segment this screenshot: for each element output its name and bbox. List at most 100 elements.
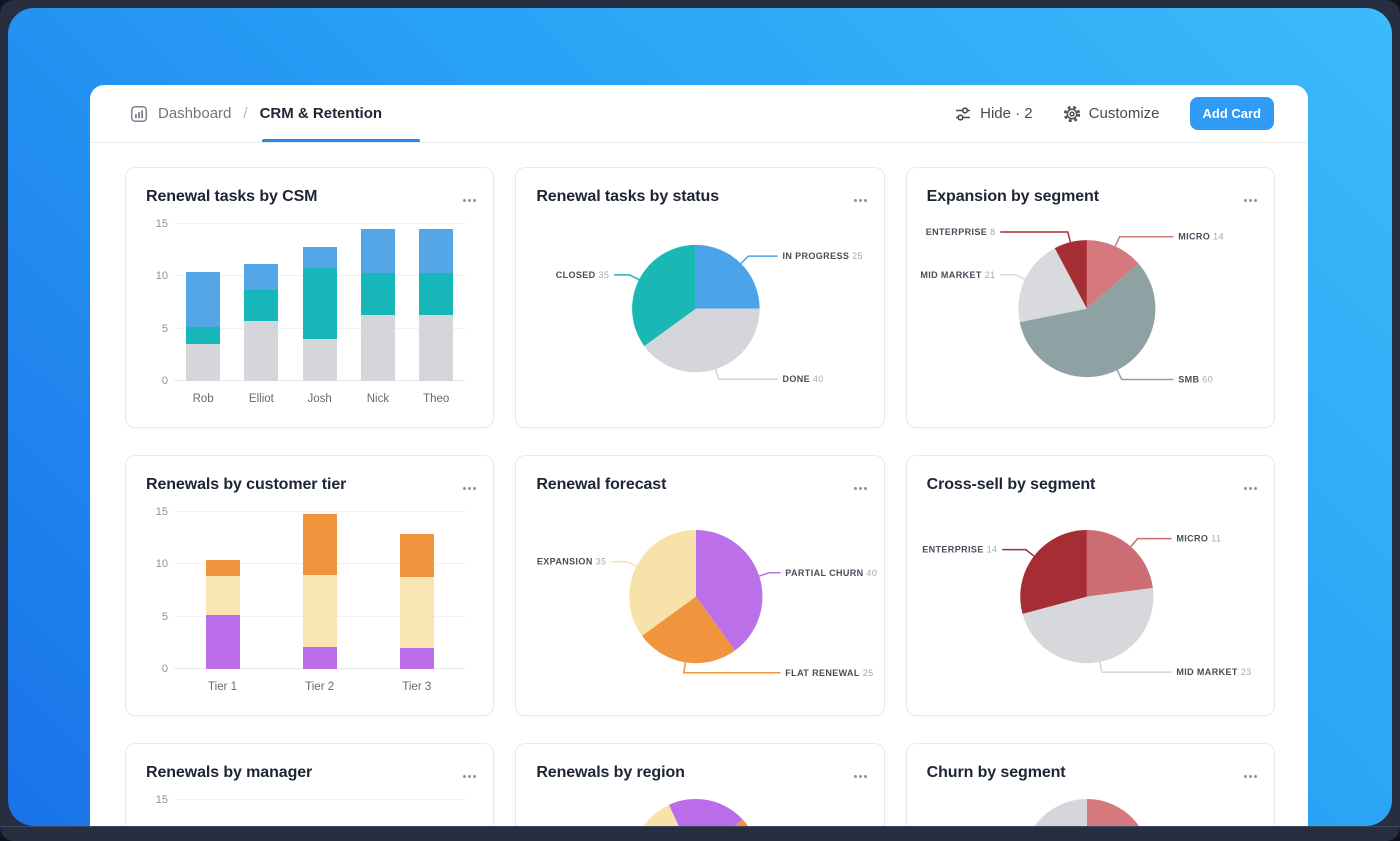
card-menu-button[interactable] [1247, 474, 1254, 497]
card-menu-button[interactable] [466, 474, 473, 497]
stacked-bar[interactable] [419, 224, 454, 381]
y-tick-label: 10 [155, 270, 168, 283]
bar-segment[interactable] [419, 273, 454, 316]
pie-slice[interactable] [629, 529, 697, 636]
pie-slice[interactable] [1086, 529, 1153, 597]
card-title: Renewal tasks by status [536, 188, 719, 205]
dashboard-card: Renewal tasks by status IN PROGRESS 25 DO… [515, 167, 885, 428]
pie-slice[interactable] [1022, 587, 1154, 664]
card-menu-button[interactable] [1247, 762, 1254, 785]
bar-segment[interactable] [205, 575, 240, 615]
x-tick-label: Tier 1 [208, 681, 238, 693]
bar-segment[interactable] [419, 315, 454, 381]
pie-label: PARTIAL CHURN 40 [786, 568, 878, 578]
bar-column: Theo [419, 224, 454, 405]
gridline: 15 [156, 506, 466, 518]
bar-segment[interactable] [244, 321, 279, 381]
bar-segment[interactable] [244, 289, 279, 322]
customize-button[interactable]: Customize [1063, 105, 1160, 123]
stacked-bar[interactable] [360, 224, 395, 381]
card-menu-button[interactable] [1247, 186, 1254, 209]
bar-segment[interactable] [302, 574, 337, 648]
pie-slice[interactable] [1023, 798, 1087, 826]
pie-slice[interactable] [1018, 248, 1087, 323]
stacked-bar[interactable] [399, 512, 434, 669]
breadcrumb: Dashboard / CRM & Retention [130, 105, 382, 123]
bar-segment[interactable] [205, 614, 240, 669]
bar-segment[interactable] [399, 576, 434, 649]
x-tick-label: Theo [423, 393, 450, 405]
pie-slice[interactable] [1086, 798, 1151, 826]
x-tick-label: Elliot [248, 393, 274, 405]
ellipsis-icon [468, 198, 472, 202]
bar-segment[interactable] [302, 647, 337, 669]
bar-segment[interactable] [399, 648, 434, 669]
bar-segment[interactable] [399, 534, 434, 577]
bar-segment[interactable] [360, 229, 395, 274]
pie-slice[interactable] [1054, 240, 1087, 309]
bar-segment[interactable] [302, 247, 337, 268]
pie-label-leader [740, 255, 779, 265]
stacked-bar[interactable] [302, 512, 337, 669]
ellipsis-icon [1249, 198, 1252, 202]
active-tab-underline [262, 139, 420, 142]
ellipsis-icon [1249, 486, 1252, 490]
bar-segment[interactable] [360, 273, 395, 316]
pie-slice[interactable] [696, 529, 763, 651]
chart-area: MICRO 14 SMB 60 MID MARKET 21 ENTERPRISE 8 [920, 210, 1254, 411]
dashboard-card: Churn by segment [905, 743, 1275, 826]
pie-slice[interactable] [632, 804, 739, 826]
stacked-bar[interactable] [302, 224, 337, 381]
chart-area: PARTIAL CHURN 40 FLAT RENEWAL 25 EXPANSION… [536, 498, 877, 699]
dashboard-window: Dashboard / CRM & Retention Hide · [90, 85, 1308, 826]
pie-label: FLAT RENEWAL 25 [786, 668, 874, 678]
bar-segment[interactable] [419, 229, 454, 274]
bar-segment[interactable] [186, 344, 221, 381]
dashboard-card: Expansion by segment MICRO 14 SMB 60 MID M… [905, 167, 1275, 428]
x-tick-label: Rob [192, 393, 214, 405]
pie-chart: PARTIAL CHURN 40 FLAT RENEWAL 25 EXPANSION… [537, 529, 877, 678]
hide-button[interactable]: Hide · 2 [954, 105, 1033, 123]
card-title: Renewals by manager [146, 764, 313, 781]
dashboard-icon [130, 105, 148, 123]
bar-segment[interactable] [186, 272, 221, 327]
card-menu-button[interactable] [466, 186, 473, 209]
bar-segment[interactable] [360, 315, 395, 381]
pie-slice[interactable] [696, 819, 760, 826]
card-menu-button[interactable] [857, 474, 864, 497]
bar-segment[interactable] [205, 560, 240, 576]
bar-segment[interactable] [186, 326, 221, 345]
bar-segment[interactable] [302, 514, 337, 575]
bar-column: Elliot [244, 224, 279, 405]
card-menu-button[interactable] [857, 186, 864, 209]
y-tick-label: 0 [161, 375, 168, 387]
breadcrumb-current[interactable]: CRM & Retention [259, 105, 383, 122]
pie-slice[interactable] [696, 244, 760, 309]
bar-column: Josh [302, 224, 337, 405]
pie-slice[interactable] [632, 244, 697, 347]
stacked-bar[interactable] [244, 224, 279, 381]
pie-slice[interactable] [644, 308, 760, 373]
header-toolbar: Hide · 2 Customize Add Card [954, 97, 1274, 130]
pie-slice[interactable] [642, 596, 736, 664]
card-menu-button[interactable] [466, 762, 473, 785]
pie-slice[interactable] [1019, 529, 1087, 614]
pie-slice[interactable] [669, 799, 743, 826]
bar-segment[interactable] [302, 339, 337, 381]
pie-label-leader [1098, 661, 1172, 673]
pie-label-leader [614, 274, 640, 281]
stacked-bar[interactable] [186, 224, 221, 381]
pie-chart [1023, 798, 1151, 826]
add-card-button[interactable]: Add Card [1189, 97, 1274, 130]
breadcrumb-root[interactable]: Dashboard [158, 105, 232, 122]
ellipsis-icon [468, 774, 472, 778]
pie-label: EXPANSION 35 [537, 557, 607, 567]
stacked-bar[interactable] [205, 512, 240, 669]
bar-segment[interactable] [244, 263, 279, 290]
pie-slice[interactable] [1086, 240, 1139, 309]
bar-segment[interactable] [302, 267, 337, 340]
card-menu-button[interactable] [857, 762, 864, 785]
pie-slice[interactable] [1019, 263, 1156, 378]
ellipsis-icon [1249, 774, 1252, 778]
